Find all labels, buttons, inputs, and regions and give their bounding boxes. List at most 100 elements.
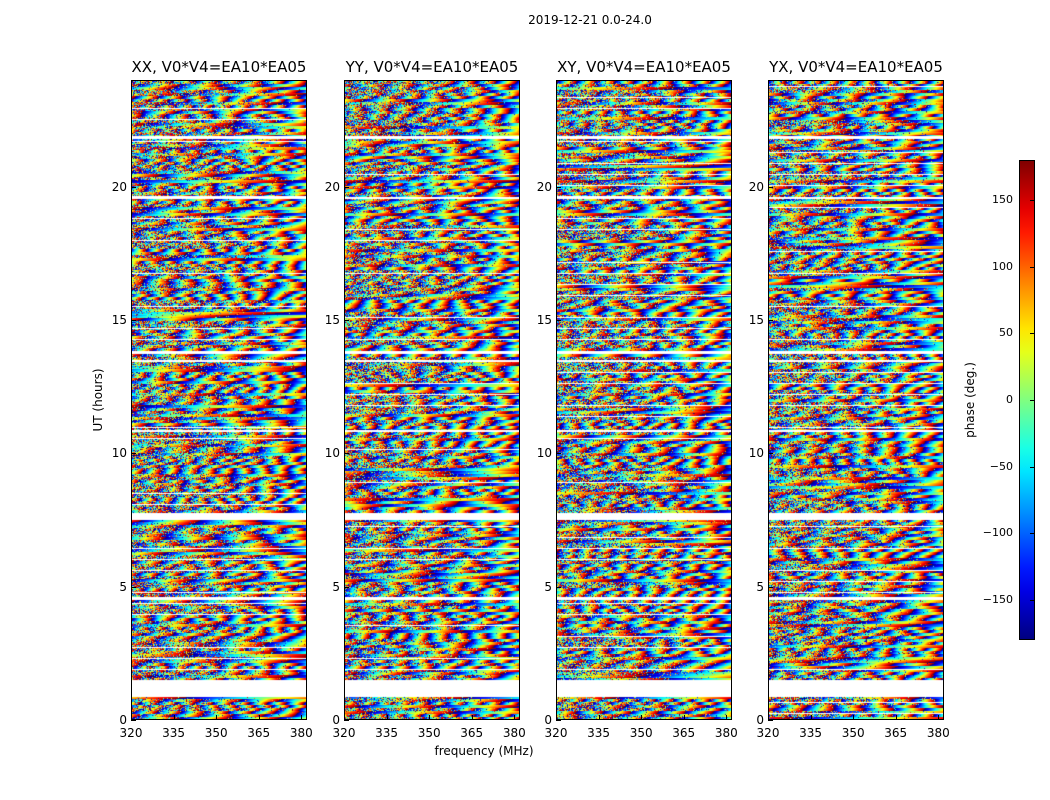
ytick-mark-p4-4	[768, 186, 773, 188]
panel-title-2: YY, V0*V4=EA10*EA05	[345, 58, 519, 76]
heatmap-image-4	[769, 81, 943, 719]
ytick-label-p3-3: 15	[536, 313, 552, 327]
xtick-mark-p4-0	[768, 715, 769, 720]
xtick-mark-p1-0	[131, 715, 132, 720]
ytick-mark-p1-0	[131, 720, 136, 721]
xtick-label-p2-4: 380	[502, 726, 526, 740]
heatmap-image-3	[557, 81, 731, 719]
xtick-label-p1-4: 380	[289, 726, 313, 740]
ytick-mark-p1-3	[131, 320, 136, 321]
xtick-mark-p1-4	[301, 715, 303, 720]
xtick-mark-p2-4	[514, 715, 516, 720]
xtick-mark-p3-0	[556, 715, 557, 720]
ytick-mark-p1-2	[131, 453, 136, 455]
colorbar-tick-label-3: 0	[1006, 393, 1013, 406]
ytick-label-p3-1: 5	[544, 579, 552, 594]
colorbar-tick-mark-3	[1030, 400, 1035, 401]
xtick-label-p4-4: 380	[926, 726, 950, 740]
xtick-label-p3-0: 320	[544, 726, 568, 740]
ytick-mark-p4-1	[768, 586, 773, 588]
ytick-label-p2-1: 5	[332, 579, 340, 594]
xtick-mark-p4-1	[810, 715, 812, 720]
colorbar-tick-mark-0	[1030, 600, 1035, 601]
ytick-mark-p1-4	[131, 186, 136, 188]
xtick-mark-p2-2	[429, 715, 431, 720]
ytick-label-p1-2: 10	[111, 446, 127, 461]
xtick-mark-p3-2	[641, 715, 643, 720]
ytick-mark-p3-2	[556, 453, 561, 455]
heatmap-panel-3	[556, 80, 732, 720]
ytick-mark-p3-4	[556, 186, 561, 188]
xtick-label-p4-1: 335	[799, 726, 823, 740]
xtick-label-p4-0: 320	[756, 726, 780, 740]
xtick-mark-p3-4	[726, 715, 728, 720]
ytick-mark-p2-3	[344, 320, 349, 321]
xtick-mark-p1-1	[173, 715, 175, 720]
xtick-label-p1-0: 320	[119, 726, 143, 740]
xtick-mark-p3-1	[598, 715, 600, 720]
panel-title-1: XX, V0*V4=EA10*EA05	[131, 58, 307, 76]
ytick-mark-p2-0	[344, 720, 349, 721]
colorbar-tick-label-0: −150	[982, 593, 1013, 606]
ytick-label-p1-3: 15	[111, 313, 127, 327]
xtick-label-p3-2: 350	[629, 726, 653, 740]
ytick-label-p4-2: 10	[748, 446, 764, 461]
xtick-label-p3-3: 365	[672, 726, 696, 740]
colorbar-tick-label-2: −50	[989, 459, 1013, 473]
xtick-label-p2-0: 320	[332, 726, 356, 740]
ytick-label-p3-2: 10	[536, 446, 552, 461]
ytick-label-p4-4: 20	[748, 179, 764, 194]
colorbar-tick-mark-4	[1030, 333, 1035, 335]
colorbar-tick-mark-2	[1030, 466, 1035, 468]
ytick-label-p4-1: 5	[756, 579, 764, 594]
ytick-label-p3-0: 0	[544, 713, 552, 727]
ytick-label-p4-0: 0	[756, 713, 764, 727]
colorbar-tick-mark-5	[1030, 266, 1035, 268]
ytick-label-p2-0: 0	[332, 713, 340, 727]
ytick-label-p2-2: 10	[324, 446, 340, 461]
xtick-label-p4-3: 365	[884, 726, 908, 740]
colorbar-tick-mark-1	[1030, 533, 1035, 535]
xtick-mark-p3-3	[683, 715, 685, 720]
xtick-label-p2-3: 365	[460, 726, 484, 740]
ytick-label-p2-4: 20	[324, 179, 340, 194]
heatmap-image-1	[132, 81, 306, 719]
xtick-label-p1-3: 365	[247, 726, 271, 740]
ytick-label-p3-4: 20	[536, 179, 552, 194]
ytick-label-p2-3: 15	[324, 313, 340, 327]
ytick-mark-p2-2	[344, 453, 349, 455]
heatmap-panel-4	[768, 80, 944, 720]
colorbar-tick-label-5: 100	[992, 259, 1013, 273]
colorbar-tick-mark-6	[1030, 200, 1035, 201]
xtick-mark-p2-0	[344, 715, 345, 720]
heatmap-image-2	[345, 81, 519, 719]
ytick-mark-p2-4	[344, 186, 349, 188]
ytick-label-p1-0: 0	[119, 713, 127, 727]
ytick-mark-p4-2	[768, 453, 773, 455]
ytick-mark-p3-3	[556, 320, 561, 321]
ytick-mark-p4-3	[768, 320, 773, 321]
ytick-mark-p3-0	[556, 720, 561, 721]
xtick-label-p4-2: 350	[841, 726, 865, 740]
y-axis-label: UT (hours)	[91, 368, 105, 432]
ytick-mark-p2-1	[344, 586, 349, 588]
xtick-label-p1-2: 350	[204, 726, 228, 740]
ytick-mark-p1-1	[131, 586, 136, 588]
xtick-label-p2-1: 335	[375, 726, 399, 740]
ytick-mark-p3-1	[556, 586, 561, 588]
xtick-label-p1-1: 335	[162, 726, 186, 740]
panel-title-4: YX, V0*V4=EA10*EA05	[769, 58, 943, 76]
figure-title: 2019-12-21 0.0-24.0	[528, 13, 652, 27]
xtick-mark-p4-2	[853, 715, 855, 720]
xtick-label-p2-2: 350	[417, 726, 441, 740]
xtick-mark-p1-2	[216, 715, 218, 720]
ytick-mark-p4-0	[768, 720, 773, 721]
ytick-label-p1-4: 20	[111, 179, 127, 194]
xtick-mark-p4-4	[938, 715, 940, 720]
ytick-label-p1-1: 5	[119, 579, 127, 594]
xtick-label-p3-1: 335	[587, 726, 611, 740]
xtick-mark-p2-3	[471, 715, 473, 720]
colorbar-tick-label-4: 50	[999, 326, 1013, 340]
heatmap-panel-1	[131, 80, 307, 720]
colorbar-label: phase (deg.)	[963, 362, 977, 438]
